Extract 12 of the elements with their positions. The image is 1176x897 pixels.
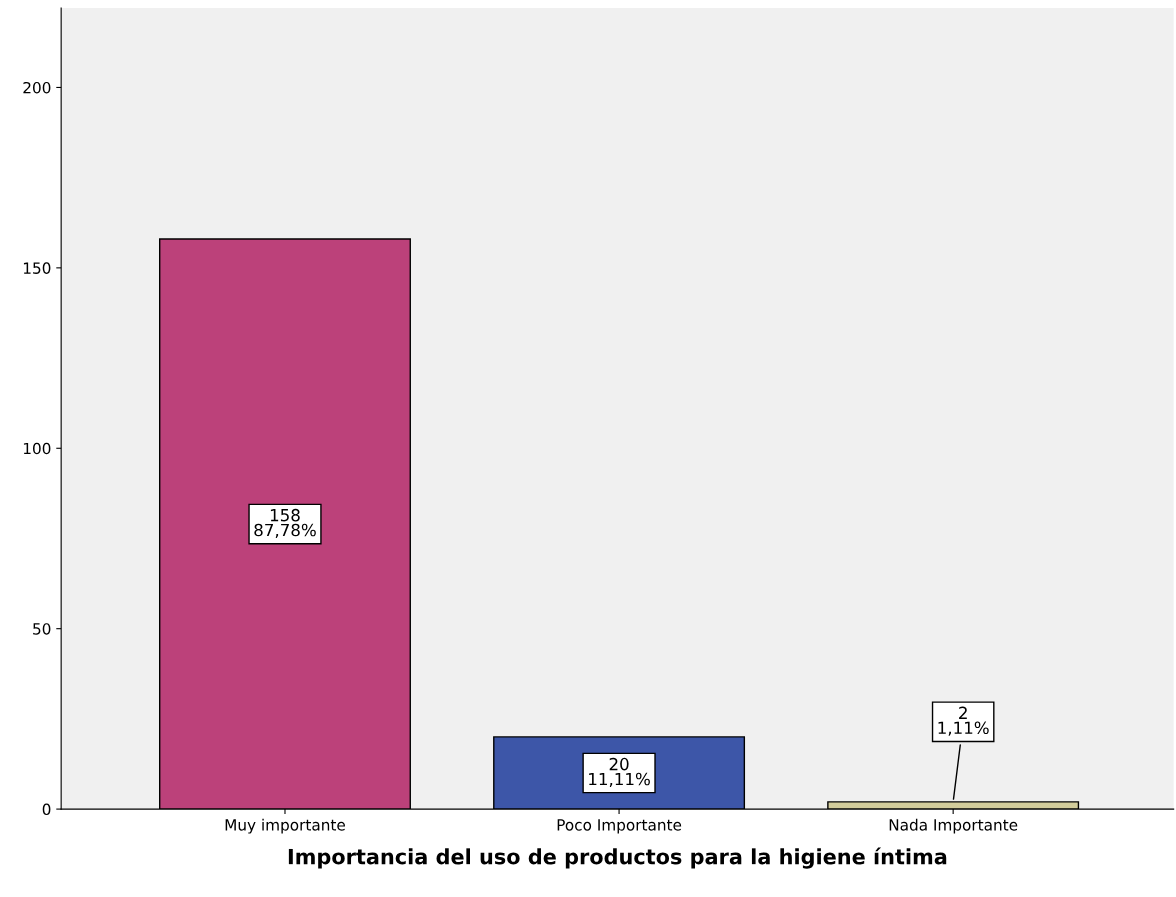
x-tick-label: Poco Importante: [557, 819, 682, 834]
y-tick-label: 150: [23, 262, 51, 274]
data-label: 158 87,78%: [254, 508, 316, 539]
y-tick-label: 0: [42, 803, 51, 816]
x-axis-title: Importancia del uso de productos para la higiene íntima: [288, 847, 947, 869]
y-tick-label: 200: [23, 81, 51, 94]
y-tick-label: 100: [23, 442, 51, 455]
data-label: 2 1,11%: [938, 706, 989, 736]
x-tick-label: Muy importante: [225, 818, 345, 834]
x-tick-label: Nada Importante: [889, 818, 1018, 834]
y-tick-label: 50: [33, 623, 51, 635]
data-label: 20 11,11%: [589, 757, 650, 787]
